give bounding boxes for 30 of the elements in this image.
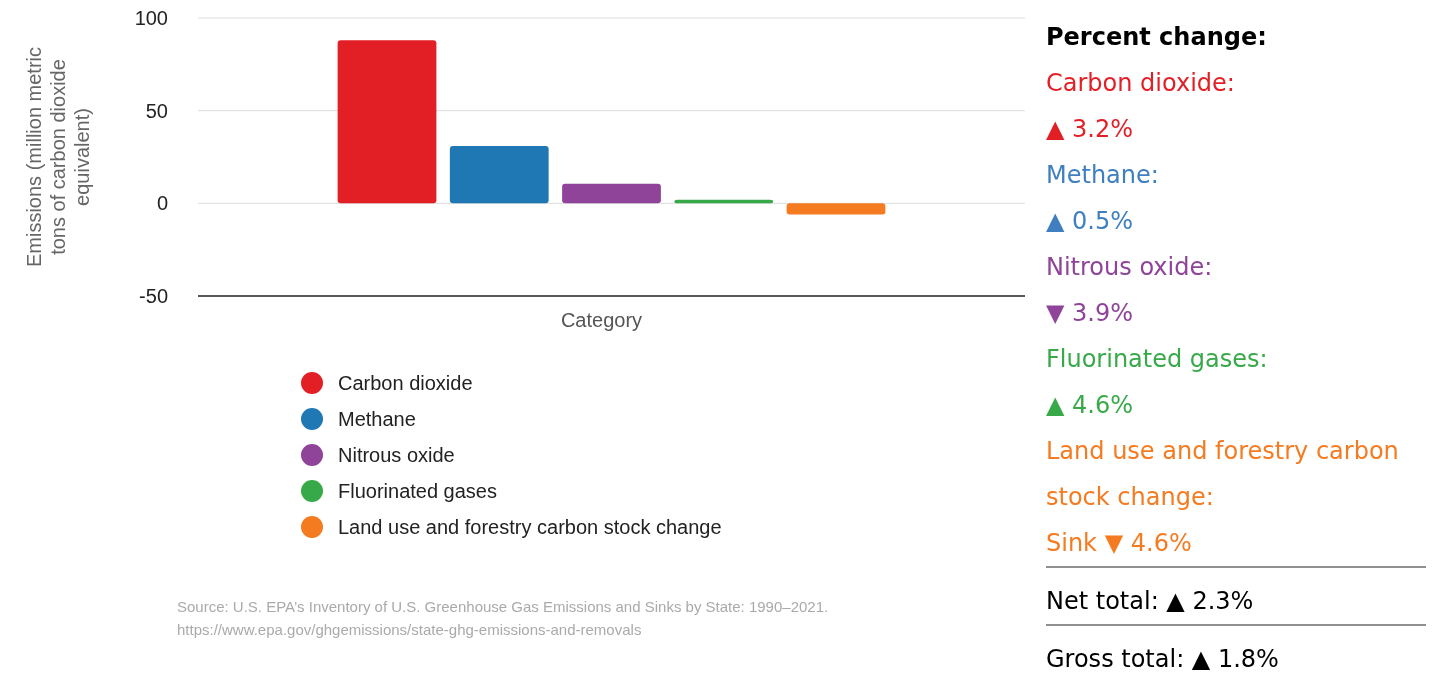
text: Gross total: ▲ 1.8% [1046, 645, 1279, 673]
legend-label: Nitrous oxide [338, 444, 455, 466]
text: Percent change: [1046, 23, 1267, 51]
text: ▲ 0.5% [1046, 207, 1134, 235]
text: Methane: [1046, 161, 1159, 189]
y-tick-label: 50 [145, 99, 168, 122]
source-note: Source: U.S. EPA’s Inventory of U.S. Greenhouse Gas Emissions and Sinks by State: 1990–2021. [177, 598, 829, 615]
x-axis-title: Category [560, 309, 643, 331]
bar [449, 145, 549, 204]
legend-label: Fluorinated gases [338, 480, 497, 502]
text: Sink ▼ 4.6% [1046, 529, 1192, 557]
text: Fluorinated gases: [1046, 345, 1268, 373]
text: Land use and forestry carbon stock change: [1046, 437, 1399, 511]
bar [562, 183, 661, 204]
legend-label: Methane [338, 408, 416, 430]
text: Carbon dioxide: [1046, 69, 1235, 97]
legend-label: Carbon dioxide [338, 372, 473, 394]
y-tick-label: 100 [134, 7, 168, 29]
bar [786, 203, 886, 215]
y-axis-title: Emissions (million metric tons of carbon dioxide equivalent) [23, 46, 93, 268]
text: ▲ 3.2% [1046, 115, 1134, 143]
legend-label: Land use and forestry carbon stock change [338, 516, 722, 538]
text: ▼ 3.9% [1046, 299, 1134, 327]
bar [337, 40, 437, 204]
text: Net total: ▲ 2.3% [1046, 587, 1254, 615]
text: https://www.epa.gov/ghgemissions/state-ghg-emissions-and-removals [177, 621, 642, 638]
y-tick-label: -50 [139, 285, 168, 307]
text: ▲ 4.6% [1046, 391, 1134, 419]
text: Nitrous oxide: [1046, 253, 1213, 281]
y-tick-label: 0 [156, 192, 168, 215]
